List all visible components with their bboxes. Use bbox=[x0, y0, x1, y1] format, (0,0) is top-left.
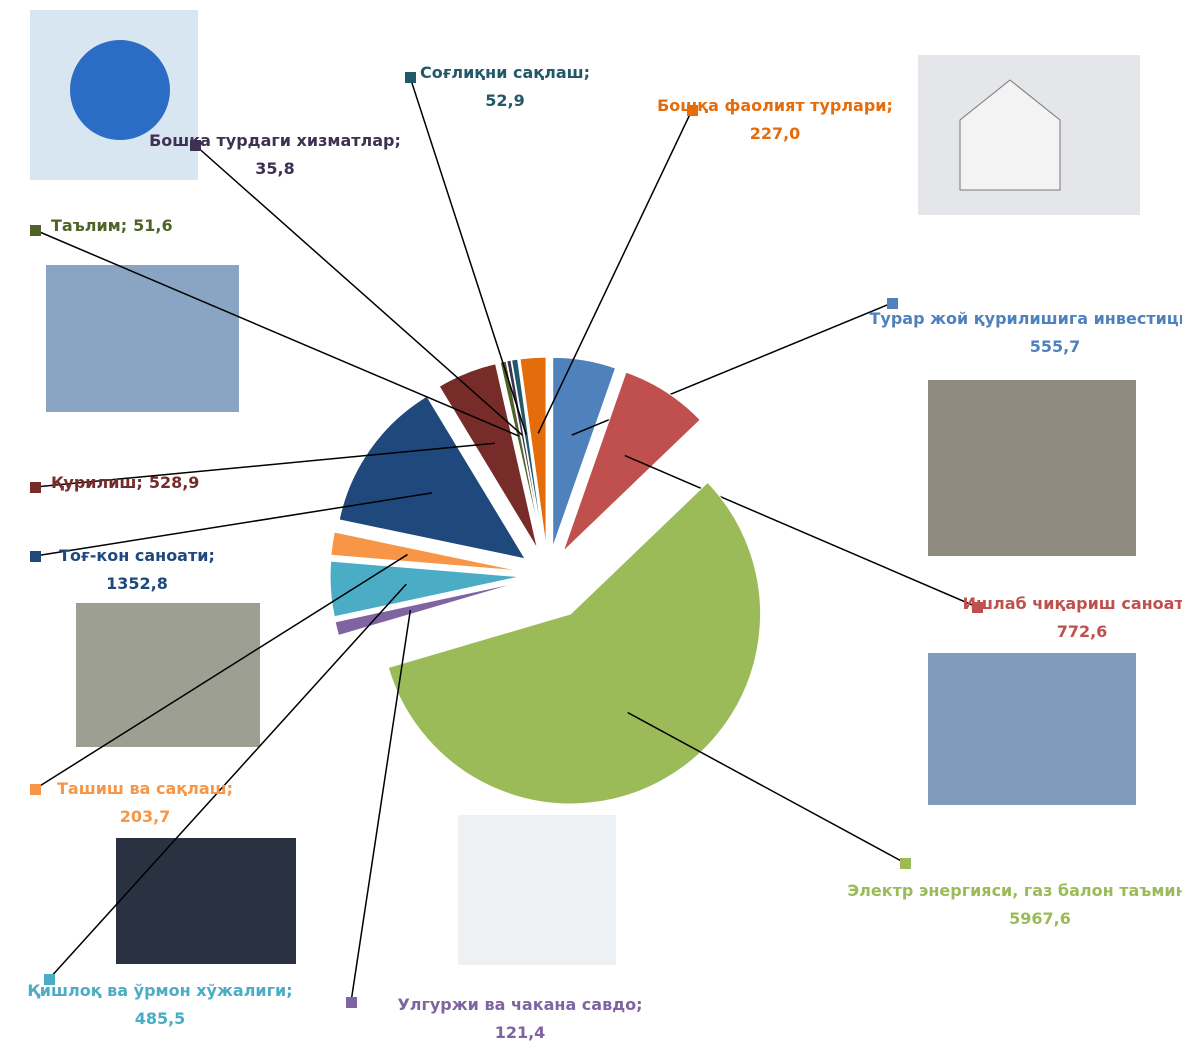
category-label: Қишлоқ ва ўрмон хўжалиги; bbox=[27, 981, 292, 1000]
legend-marker bbox=[30, 225, 41, 236]
category-label: Ишлаб чиқариш саноати; bbox=[963, 594, 1182, 613]
leader-line bbox=[48, 583, 407, 980]
legend-marker bbox=[190, 140, 201, 151]
pie-slice bbox=[329, 560, 521, 618]
picture bbox=[76, 603, 260, 747]
data-label: Қурилиш; 528,9 bbox=[51, 473, 199, 492]
value-label: 52,9 bbox=[485, 91, 524, 110]
pie-slice bbox=[338, 395, 527, 560]
legend-marker bbox=[887, 298, 898, 309]
pie-slice bbox=[334, 581, 522, 637]
picture bbox=[959, 79, 1061, 191]
pictures bbox=[30, 10, 1140, 965]
legend-marker bbox=[44, 974, 55, 985]
category-label: Тоғ-кон саноати; bbox=[59, 546, 215, 565]
pie-slice bbox=[387, 481, 762, 805]
legend-marker bbox=[405, 72, 416, 83]
picture bbox=[116, 838, 296, 964]
picture bbox=[46, 265, 239, 412]
legend-marker bbox=[687, 105, 698, 116]
category-label: Бошқа турдаги хизматлар; bbox=[149, 131, 401, 150]
pie-slice bbox=[330, 531, 521, 572]
category-label: Бошқа фаолият турлари; bbox=[657, 96, 893, 115]
data-label: Таълим; 51,6 bbox=[51, 216, 173, 235]
leader-line bbox=[34, 442, 495, 488]
value-label: 5967,6 bbox=[1009, 909, 1071, 928]
category-label: Улгуржи ва чакана савдо; bbox=[397, 995, 642, 1014]
pie-slice bbox=[519, 356, 547, 548]
legend-marker bbox=[30, 784, 41, 795]
pie-slice bbox=[552, 356, 617, 548]
value-label: 485,5 bbox=[135, 1009, 186, 1028]
legend-marker bbox=[346, 997, 357, 1008]
leader-line bbox=[537, 109, 693, 434]
leader-line bbox=[627, 711, 906, 864]
picture bbox=[928, 380, 1136, 556]
value-label: 121,4 bbox=[495, 1023, 546, 1042]
category-label: Электр энергияси, газ балон таъминлаш; bbox=[847, 881, 1182, 900]
picture bbox=[928, 653, 1136, 805]
legend-marker bbox=[30, 551, 41, 562]
value-label: 203,7 bbox=[120, 807, 171, 826]
picture bbox=[458, 815, 616, 965]
pie-slice bbox=[506, 359, 544, 548]
leader-line bbox=[34, 492, 433, 557]
leader-line bbox=[34, 229, 520, 437]
leader-line bbox=[34, 553, 408, 790]
category-label: Соғлиқни сақлаш; bbox=[420, 63, 590, 82]
value-label: 35,8 bbox=[255, 159, 294, 178]
leader-line bbox=[624, 454, 978, 608]
pie-slice bbox=[562, 371, 701, 552]
legend-marker bbox=[900, 858, 911, 869]
legend-marker bbox=[30, 482, 41, 493]
leader-line bbox=[194, 144, 523, 436]
leader-line bbox=[350, 609, 412, 1003]
category-label: Турар жой қурилишига инвестициялар; bbox=[869, 309, 1182, 328]
leader-line bbox=[409, 76, 527, 435]
legend-marker bbox=[972, 602, 983, 613]
pie-slice bbox=[438, 363, 539, 550]
pie-slice bbox=[511, 358, 545, 548]
picture bbox=[70, 40, 170, 140]
value-label: 227,0 bbox=[750, 124, 801, 143]
category-label: Ташиш ва сақлаш; bbox=[57, 779, 233, 798]
value-label: 772,6 bbox=[1057, 622, 1108, 641]
value-label: 1352,8 bbox=[106, 574, 168, 593]
value-label: 555,7 bbox=[1030, 337, 1081, 356]
